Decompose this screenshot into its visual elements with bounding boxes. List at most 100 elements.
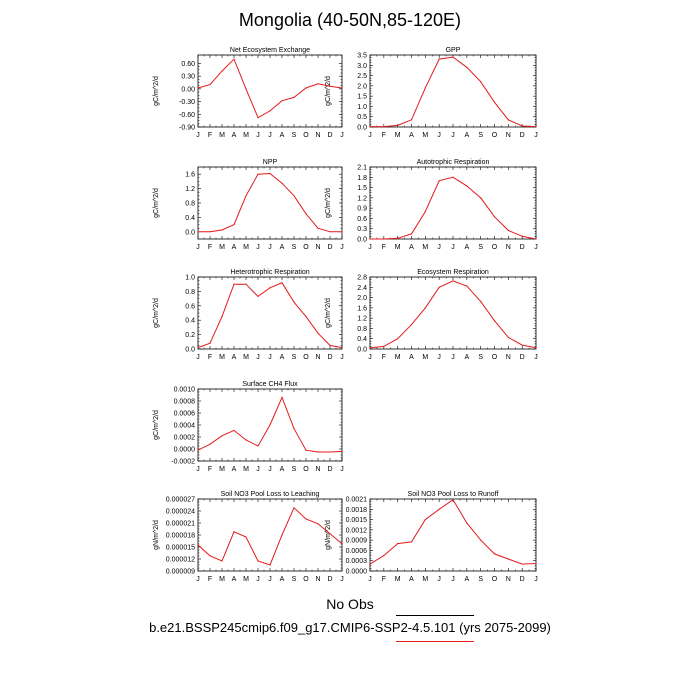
data-point (383, 554, 385, 557)
panel-title: Surface CH4 Flux (242, 381, 298, 388)
y-tick-label: -0.90 (179, 125, 195, 132)
data-point (245, 536, 247, 538)
y-tick-label: -0.60 (179, 112, 195, 119)
x-tick-label: J (437, 354, 441, 361)
y-tick-label: 0.0021 (346, 497, 368, 504)
x-tick-label: A (280, 466, 285, 473)
data-point (233, 58, 235, 60)
data-point (209, 84, 211, 86)
y-tick-label: 0.000015 (166, 545, 195, 552)
legend-case-line (396, 641, 474, 642)
data-point (221, 70, 223, 72)
x-tick-label: J (451, 244, 455, 251)
y-tick-label: 0.0008 (174, 399, 196, 406)
data-point (397, 124, 399, 126)
data-point (369, 238, 371, 240)
x-tick-label: J (256, 466, 260, 473)
x-tick-label: M (219, 354, 225, 361)
y-tick-label: 0.0 (357, 347, 367, 354)
data-point (424, 87, 426, 89)
x-tick-label: J (437, 132, 441, 139)
x-tick-label: A (280, 132, 285, 139)
data-point (293, 96, 295, 98)
data-point (197, 346, 199, 349)
panel-title: Net Ecosystem Exchange (230, 47, 310, 54)
series-line (369, 498, 537, 565)
x-tick-label: J (256, 132, 260, 139)
data-point (257, 445, 259, 447)
plot-frame (369, 276, 537, 350)
data-point (507, 558, 509, 560)
data-point (424, 518, 426, 521)
x-tick-label: J (451, 132, 455, 139)
x-tick-label: O (303, 132, 309, 139)
y-tick-label: 1.8 (357, 175, 367, 182)
x-tick-label: S (478, 244, 483, 251)
x-tick-label: J (268, 576, 272, 583)
x-tick-label: S (292, 244, 297, 251)
plot-frame (369, 54, 537, 128)
data-point (438, 508, 440, 510)
x-tick-label: J (340, 576, 344, 583)
data-point (507, 336, 509, 339)
data-point (257, 173, 259, 175)
y-tick-label: 1.0 (357, 104, 367, 111)
y-tick-label: -0.0002 (171, 459, 195, 466)
data-point (269, 424, 271, 426)
x-tick-label: M (422, 132, 428, 139)
series-line (198, 172, 342, 233)
x-tick-label: F (208, 354, 212, 361)
y-tick-label: 0.0000 (346, 569, 368, 576)
x-tick-label: J (368, 244, 372, 251)
x-tick-label: J (368, 576, 372, 583)
x-tick-label: S (292, 576, 297, 583)
x-tick-label: S (478, 576, 483, 583)
plot-frame (197, 54, 343, 128)
x-tick-label: N (315, 576, 320, 583)
panel-title: Autotrophic Respiration (417, 159, 490, 166)
y-tick-label: 0.2 (185, 332, 195, 339)
data-point (305, 87, 307, 89)
x-tick-label: D (520, 244, 525, 251)
series-line (197, 282, 343, 349)
data-point (521, 344, 523, 346)
y-axis-label: gC/m^2/d (325, 76, 332, 106)
panel-title: GPP (446, 47, 461, 54)
data-point (269, 110, 271, 112)
x-tick-label: A (232, 354, 237, 361)
data-point (221, 560, 223, 562)
x-tick-label: F (208, 576, 212, 583)
data-point (305, 449, 307, 451)
y-tick-label: 0.5 (357, 114, 367, 121)
y-tick-label: 0.00 (181, 86, 195, 93)
y-tick-label: 0.30 (181, 74, 195, 81)
data-point (493, 216, 496, 218)
x-tick-label: F (208, 132, 212, 139)
x-tick-label: A (409, 132, 414, 139)
y-tick-label: 3.0 (357, 63, 367, 70)
y-tick-label: 0.000027 (166, 497, 195, 504)
x-tick-label: O (492, 354, 498, 361)
data-point (257, 295, 259, 298)
x-tick-label: A (464, 132, 469, 139)
data-point (452, 56, 454, 58)
legend-case-name: b.e21.BSSP245cmip6.f09_g17.CMIP6-SSP2-4.… (149, 620, 551, 635)
x-tick-label: M (395, 576, 401, 583)
y-tick-label: 0.0009 (346, 538, 368, 545)
data-point (535, 125, 537, 128)
x-tick-label: F (208, 466, 212, 473)
data-point (293, 428, 295, 430)
y-tick-label: 0.0 (357, 125, 367, 132)
data-point (281, 100, 283, 102)
data-point (245, 283, 247, 285)
y-tick-label: 0.9 (357, 206, 367, 213)
data-point (209, 342, 211, 344)
x-tick-label: S (292, 466, 297, 473)
data-point (305, 213, 307, 215)
data-point (209, 555, 211, 557)
x-tick-label: J (451, 576, 455, 583)
y-tick-label: 0.0 (185, 347, 195, 354)
data-point (233, 224, 235, 226)
x-tick-label: M (219, 244, 225, 251)
x-tick-label: A (280, 244, 285, 251)
